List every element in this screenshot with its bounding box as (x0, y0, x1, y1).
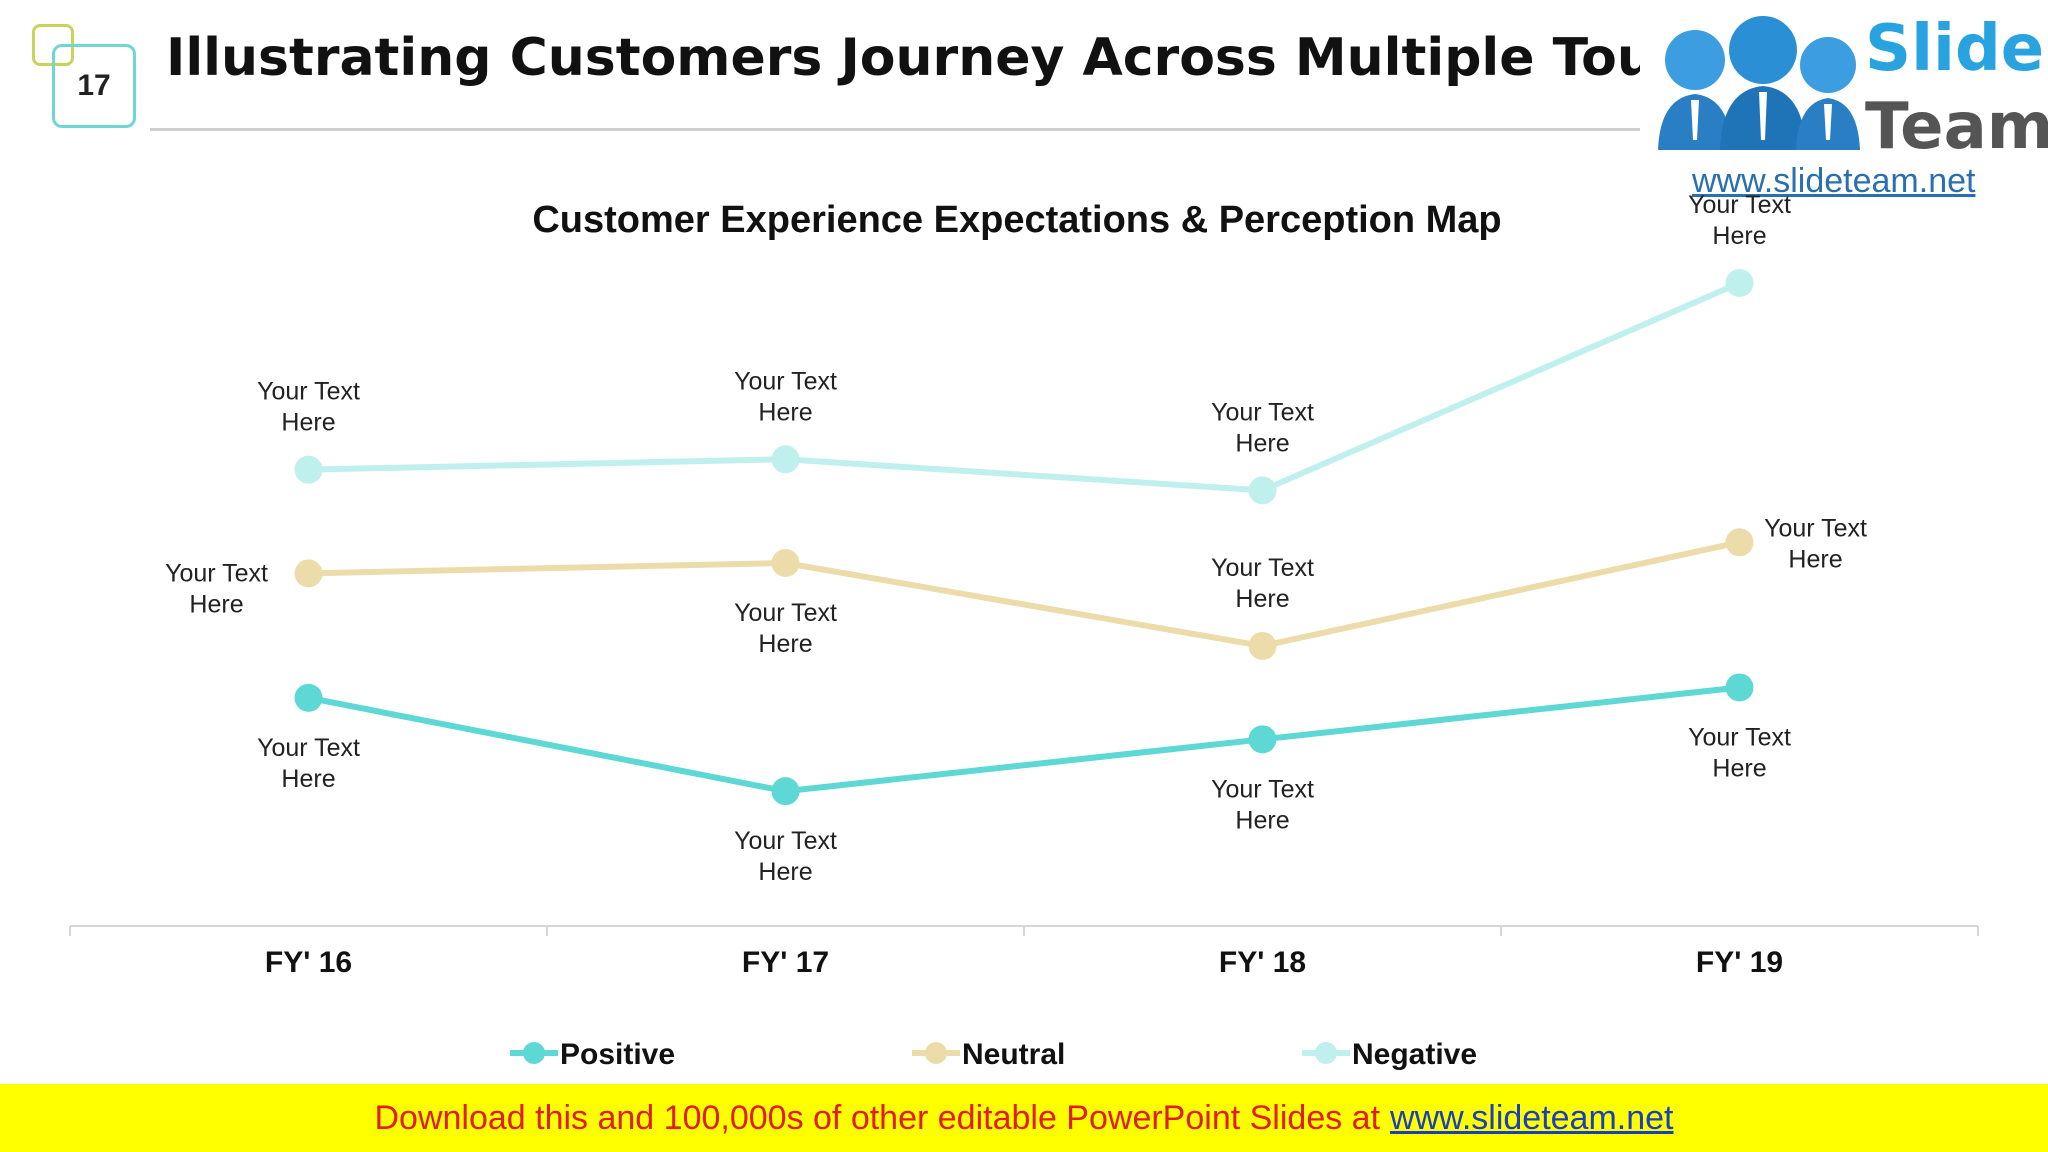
logo-word-team: Team (1865, 90, 2048, 164)
data-label: Your Text Here (734, 827, 837, 886)
legend-marker-positive (523, 1042, 545, 1064)
data-point-negative (771, 445, 800, 474)
slideteam-logo: Slide Team www.slideteam.net (1640, 0, 2048, 200)
data-point-positive (1725, 673, 1754, 702)
data-point-positive (771, 777, 800, 806)
legend-marker-negative (1315, 1042, 1337, 1064)
data-point-positive (1248, 725, 1277, 754)
footer-banner: Download this and 100,000s of other edit… (0, 1084, 2048, 1152)
data-point-neutral (1725, 528, 1754, 557)
logo-word-slide: Slide (1865, 12, 2045, 86)
data-point-neutral (1248, 631, 1277, 660)
data-label: Your Text Here (1688, 191, 1791, 250)
x-tick-label: FY' 19 (1696, 946, 1783, 979)
legend-label-negative: Negative (1352, 1038, 1477, 1071)
footer-text: Download this and 100,000s of other edit… (374, 1098, 1381, 1137)
data-point-neutral (294, 559, 323, 588)
x-tick-label: FY' 16 (265, 946, 352, 979)
data-point-negative (1248, 476, 1277, 505)
data-label: Your Text Here (734, 367, 837, 426)
legend-label-neutral: Neutral (962, 1038, 1065, 1071)
data-label: Your Text Here (1764, 514, 1867, 573)
data-label: Your Text Here (1211, 398, 1314, 457)
x-tick-label: FY' 18 (1219, 946, 1306, 979)
series-line-negative (308, 280, 1741, 494)
series-line-positive (307, 684, 1740, 795)
x-tick-label: FY' 17 (742, 946, 829, 979)
data-label: Your Text Here (1211, 554, 1314, 613)
title-divider (150, 128, 1650, 131)
data-point-neutral (771, 549, 800, 577)
data-label: Your Text Here (1211, 775, 1314, 834)
data-label: Your Text Here (734, 599, 837, 658)
data-point-positive (294, 683, 323, 712)
data-label: Your Text Here (257, 734, 360, 793)
data-label: Your Text Here (165, 559, 268, 618)
legend-marker-neutral (925, 1042, 947, 1064)
line-chart: Customer Experience Expectations & Perce… (69, 191, 1979, 1071)
data-point-negative (1725, 268, 1754, 297)
legend-label-positive: Positive (560, 1038, 675, 1071)
data-label: Your Text Here (1688, 723, 1791, 782)
slide-number: 17 (52, 44, 136, 128)
people-logo-icon (1658, 16, 1860, 150)
data-label: Your Text Here (257, 378, 360, 437)
logo-url-link[interactable]: www.slideteam.net (1692, 162, 1976, 200)
data-point-negative (294, 455, 323, 484)
footer-link[interactable]: www.slideteam.net (1390, 1098, 1674, 1137)
page-title: Illustrating Customers Journey Across Mu… (166, 28, 1906, 88)
chart-title: Customer Experience Expectations & Perce… (532, 199, 1501, 241)
series-line-neutral (308, 539, 1741, 649)
